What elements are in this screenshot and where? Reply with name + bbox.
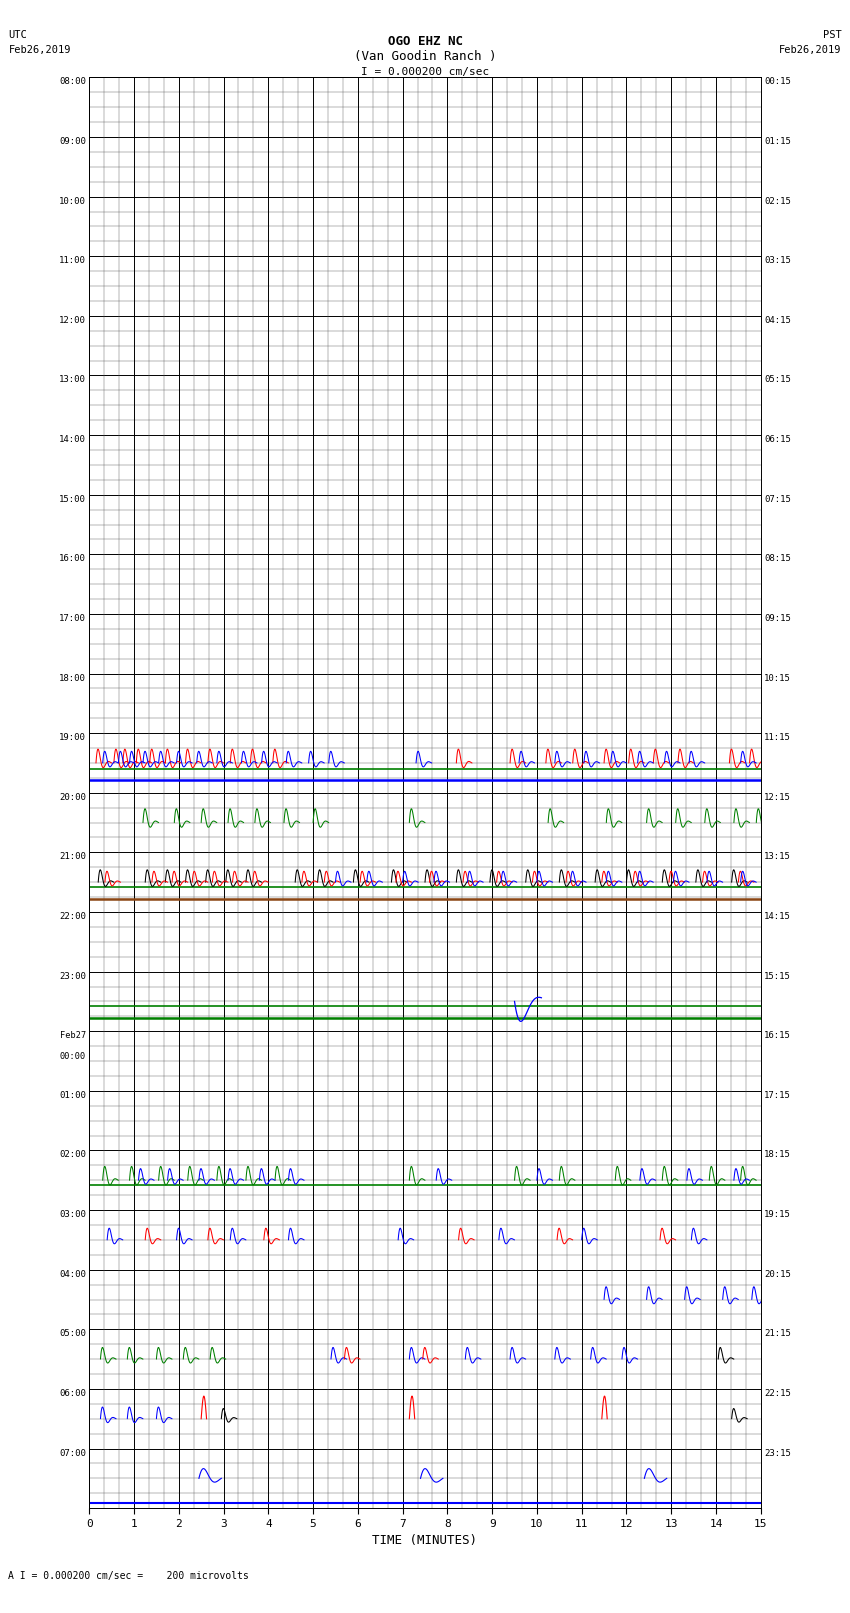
Text: 14:15: 14:15 — [764, 911, 791, 921]
Text: OGO EHZ NC: OGO EHZ NC — [388, 35, 462, 48]
Text: 10:00: 10:00 — [59, 197, 86, 205]
Text: 05:15: 05:15 — [764, 376, 791, 384]
Text: 19:00: 19:00 — [59, 734, 86, 742]
Text: Feb26,2019: Feb26,2019 — [779, 45, 842, 55]
Text: 13:00: 13:00 — [59, 376, 86, 384]
Text: 18:15: 18:15 — [764, 1150, 791, 1160]
Text: (Van Goodin Ranch ): (Van Goodin Ranch ) — [354, 50, 496, 63]
Text: 01:00: 01:00 — [59, 1090, 86, 1100]
Text: 00:15: 00:15 — [764, 77, 791, 87]
Text: Feb27: Feb27 — [60, 1031, 86, 1040]
Text: 14:00: 14:00 — [59, 436, 86, 444]
Text: 23:15: 23:15 — [764, 1448, 791, 1458]
Text: 17:15: 17:15 — [764, 1090, 791, 1100]
Text: 11:00: 11:00 — [59, 256, 86, 265]
Text: 23:00: 23:00 — [59, 971, 86, 981]
Text: 06:15: 06:15 — [764, 436, 791, 444]
Text: 20:00: 20:00 — [59, 794, 86, 802]
Text: 15:00: 15:00 — [59, 495, 86, 503]
Text: 16:15: 16:15 — [764, 1031, 791, 1040]
Text: 21:15: 21:15 — [764, 1329, 791, 1339]
Text: 07:15: 07:15 — [764, 495, 791, 503]
Text: 09:00: 09:00 — [59, 137, 86, 147]
Text: 02:00: 02:00 — [59, 1150, 86, 1160]
Text: 08:15: 08:15 — [764, 555, 791, 563]
Text: 15:15: 15:15 — [764, 971, 791, 981]
Text: UTC: UTC — [8, 31, 27, 40]
Text: 19:15: 19:15 — [764, 1210, 791, 1219]
Text: 16:00: 16:00 — [59, 555, 86, 563]
Text: 07:00: 07:00 — [59, 1448, 86, 1458]
Text: 12:15: 12:15 — [764, 794, 791, 802]
Text: 08:00: 08:00 — [59, 77, 86, 87]
Text: 06:00: 06:00 — [59, 1389, 86, 1398]
Text: 17:00: 17:00 — [59, 615, 86, 623]
Text: 04:15: 04:15 — [764, 316, 791, 324]
Text: I = 0.000200 cm/sec: I = 0.000200 cm/sec — [361, 68, 489, 77]
Text: Feb26,2019: Feb26,2019 — [8, 45, 71, 55]
Text: 13:15: 13:15 — [764, 852, 791, 861]
Text: 21:00: 21:00 — [59, 852, 86, 861]
Text: A I = 0.000200 cm/sec =    200 microvolts: A I = 0.000200 cm/sec = 200 microvolts — [8, 1571, 249, 1581]
Text: 10:15: 10:15 — [764, 674, 791, 682]
Text: PST: PST — [823, 31, 842, 40]
Text: 22:00: 22:00 — [59, 911, 86, 921]
Text: 12:00: 12:00 — [59, 316, 86, 324]
Text: 01:15: 01:15 — [764, 137, 791, 147]
Text: 22:15: 22:15 — [764, 1389, 791, 1398]
Text: 02:15: 02:15 — [764, 197, 791, 205]
Text: 05:00: 05:00 — [59, 1329, 86, 1339]
Text: 11:15: 11:15 — [764, 734, 791, 742]
Text: 03:15: 03:15 — [764, 256, 791, 265]
X-axis label: TIME (MINUTES): TIME (MINUTES) — [372, 1534, 478, 1547]
Text: 03:00: 03:00 — [59, 1210, 86, 1219]
Text: 04:00: 04:00 — [59, 1269, 86, 1279]
Text: 00:00: 00:00 — [60, 1052, 86, 1061]
Text: 18:00: 18:00 — [59, 674, 86, 682]
Text: 09:15: 09:15 — [764, 615, 791, 623]
Text: 20:15: 20:15 — [764, 1269, 791, 1279]
